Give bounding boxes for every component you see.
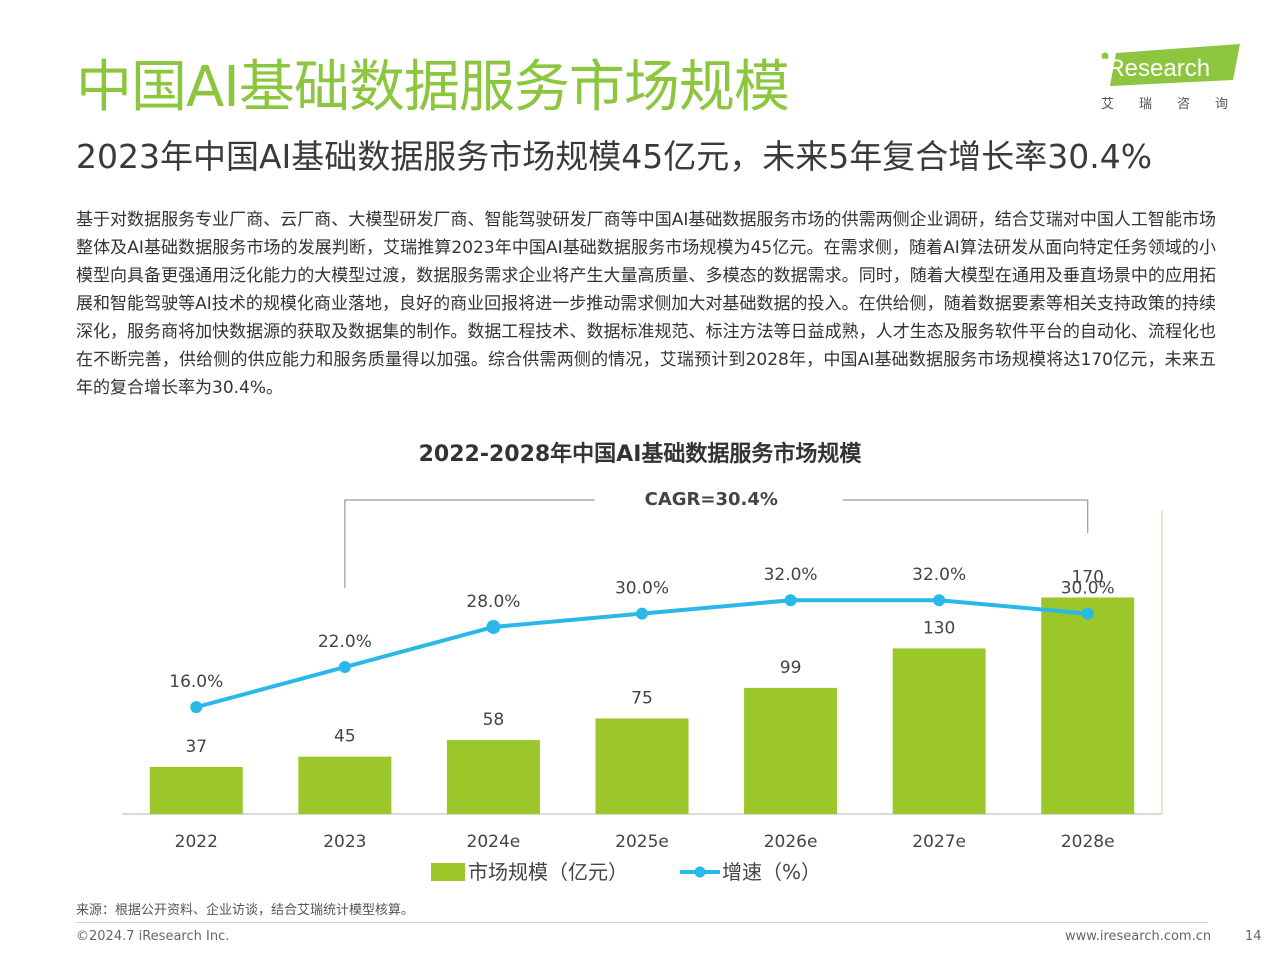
logo-chinese-text: 艾瑞咨询 — [1101, 97, 1254, 112]
cagr-bracket-left — [344, 499, 595, 588]
description-paragraph: 基于对数据服务专业厂商、云厂商、大模型研发厂商、智能驾驶研发厂商等中国AI基础数… — [76, 210, 1216, 398]
legend-bar-label: 市场规模（亿元） — [468, 860, 628, 884]
page-subtitle: 2023年中国AI基础数据服务市场规模45亿元，未来5年复合增长率30.4% — [76, 137, 1153, 176]
growth-label-2024e: 28.0% — [466, 592, 520, 612]
bar-label-2022: 37 — [185, 737, 207, 757]
x-tick-2022: 2022 — [175, 832, 218, 852]
bar-2028e — [1041, 597, 1135, 814]
legend-line-label: 增速（%） — [722, 860, 821, 884]
growth-point-2027e — [933, 594, 946, 607]
x-tick-2028e: 2028e — [1061, 832, 1115, 852]
growth-label-2027e: 32.0% — [912, 565, 966, 585]
cagr-bracket-right — [842, 499, 1089, 533]
legend-line-dot — [694, 866, 706, 878]
growth-label-2022: 16.0% — [169, 672, 223, 692]
x-tick-2023: 2023 — [323, 832, 366, 852]
growth-point-2028e — [1081, 607, 1094, 620]
growth-label-2026e: 32.0% — [764, 565, 818, 585]
bar-2025e — [595, 718, 689, 814]
growth-point-2025e — [636, 607, 648, 620]
chart-title: 2022-2028年中国AI基础数据服务市场规模 — [418, 442, 862, 467]
logo-brand-text: iResearch — [1102, 55, 1210, 82]
bar-2023 — [298, 756, 392, 814]
growth-label-2028e: 30.0% — [1061, 579, 1115, 599]
growth-point-2024e — [486, 619, 501, 634]
bar-label-2026e: 99 — [780, 658, 802, 678]
source-note: 来源：根据公开资料、企业访谈，结合艾瑞统计模型核算。 — [76, 903, 415, 918]
page-number: 14 — [1245, 929, 1262, 944]
bar-2026e — [744, 687, 838, 814]
copyright-text: ©2024.7 iResearch Inc. — [76, 929, 230, 944]
market-size-chart: CAGR=30.4% 37 45 58 75 99 130 170 2022 2023 2024… — [122, 489, 1163, 884]
cagr-annotation: CAGR=30.4% — [645, 489, 778, 510]
bar-label-2023: 45 — [334, 727, 356, 747]
footer-divider — [76, 922, 1208, 923]
growth-point-2026e — [784, 594, 797, 607]
bar-label-2025e: 75 — [631, 688, 653, 708]
growth-label-2023: 22.0% — [318, 632, 372, 652]
x-tick-2025e: 2025e — [615, 832, 669, 852]
x-tick-2026e: 2026e — [764, 832, 818, 852]
legend-bar-swatch — [431, 863, 465, 881]
iresearch-logo: iResearch — [1101, 44, 1240, 86]
x-tick-2024e: 2024e — [467, 832, 521, 852]
bar-2027e — [892, 648, 986, 814]
bar-2024e — [446, 740, 540, 814]
growth-label-2025e: 30.0% — [615, 579, 669, 599]
growth-point-2022 — [190, 701, 203, 714]
website-link[interactable]: www.iresearch.com.cn — [1065, 929, 1212, 944]
bar-2022 — [149, 766, 243, 814]
bar-label-2024e: 58 — [483, 710, 505, 730]
logo-banner-shape — [1110, 44, 1240, 86]
x-tick-2027e: 2027e — [912, 832, 966, 852]
page-title: 中国AI基础数据服务市场规模 — [76, 55, 790, 120]
logo-dot-icon — [1101, 52, 1109, 60]
growth-point-2023 — [338, 661, 351, 674]
bar-label-2027e: 130 — [923, 618, 955, 638]
bar-label-2028e: 170 — [1071, 567, 1103, 587]
